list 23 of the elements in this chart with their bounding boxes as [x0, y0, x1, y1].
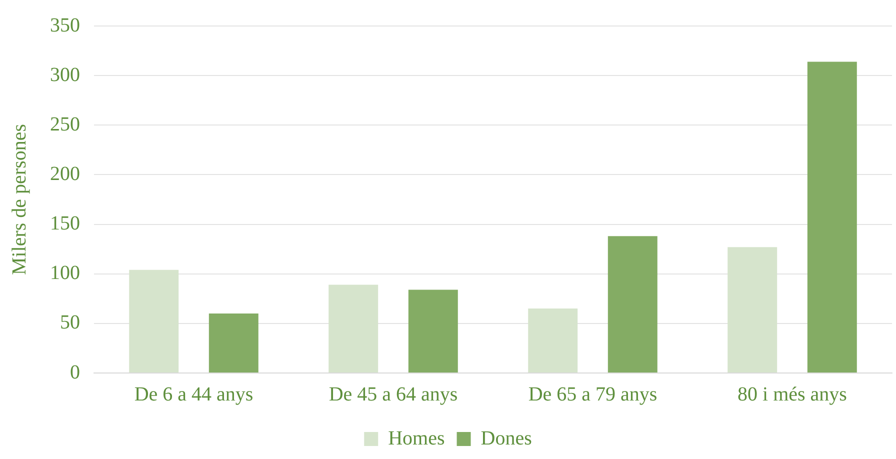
y-tick-label: 100 — [50, 262, 80, 284]
x-tick-label: 80 i més anys — [738, 383, 848, 406]
bar — [129, 270, 179, 372]
y-axis-title: Milers de persones — [8, 124, 30, 276]
x-tick-label: De 6 a 44 anys — [134, 383, 254, 406]
legend-label: Dones — [480, 427, 532, 450]
bar — [208, 314, 258, 372]
legend-label: Homes — [388, 427, 445, 450]
y-tick-label: 150 — [50, 212, 80, 235]
x-tick-label: De 45 a 64 anys — [328, 383, 458, 406]
y-tick-label: 300 — [50, 64, 80, 86]
y-tick-label: 50 — [60, 312, 80, 334]
y-tick-label: 250 — [50, 113, 80, 136]
bar — [807, 62, 857, 372]
bar — [728, 247, 778, 372]
bar — [328, 284, 378, 372]
y-tick-label: 350 — [50, 14, 80, 36]
y-tick-label: 0 — [70, 361, 80, 384]
bar — [528, 308, 578, 372]
bar — [608, 236, 658, 372]
x-tick-label: De 65 a 79 anys — [528, 383, 658, 406]
bar — [408, 290, 458, 372]
y-tick-label: 200 — [50, 162, 80, 185]
